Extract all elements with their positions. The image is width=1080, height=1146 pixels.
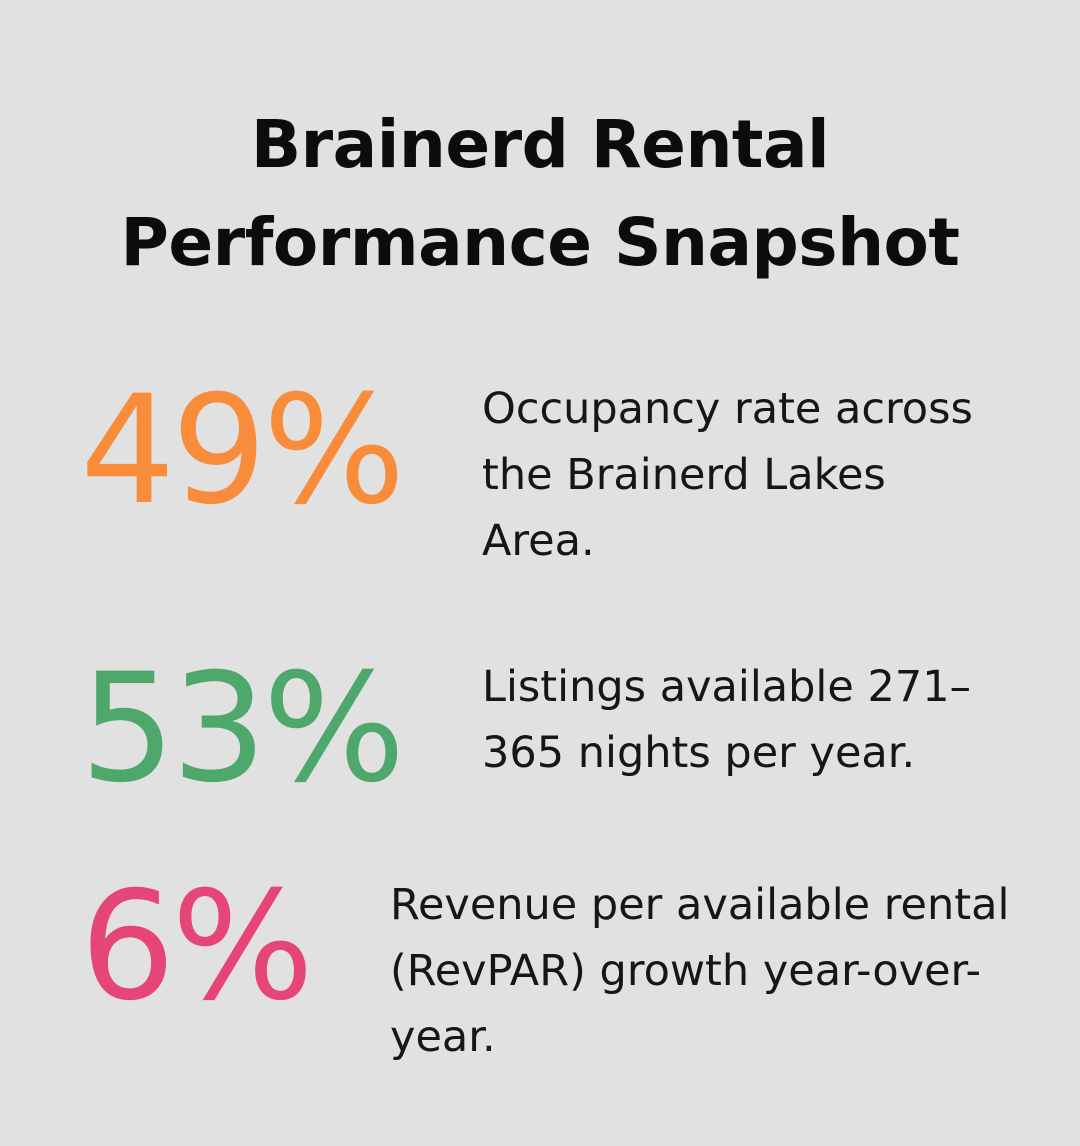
title-line-2: Performance Snapshot <box>120 204 960 281</box>
stat-description-line: 365 nights per year. <box>482 728 916 778</box>
stat-description-listings: Listings available 271– 365 nights per y… <box>482 654 1042 786</box>
stat-description-line: Occupancy rate across <box>482 384 973 434</box>
stat-description-line: Area. <box>482 516 595 566</box>
stat-value-listings: 53% <box>80 642 405 816</box>
stat-value-revpar: 6% <box>80 860 314 1034</box>
stat-description-line: the Brainerd Lakes <box>482 450 886 500</box>
title-line-1: Brainerd Rental <box>250 106 830 183</box>
stat-value-occupancy: 49% <box>80 364 405 538</box>
stat-description-line: year. <box>390 1012 496 1062</box>
stat-description-revpar: Revenue per available rental (RevPAR) gr… <box>390 872 1050 1070</box>
stat-description-line: Revenue per available rental <box>390 880 1010 930</box>
stat-description-line: Listings available 271– <box>482 662 972 712</box>
page-title: Brainerd Rental Performance Snapshot <box>0 96 1080 292</box>
stat-description-occupancy: Occupancy rate across the Brainerd Lakes… <box>482 376 1042 574</box>
stat-description-line: (RevPAR) growth year-over- <box>390 946 981 996</box>
